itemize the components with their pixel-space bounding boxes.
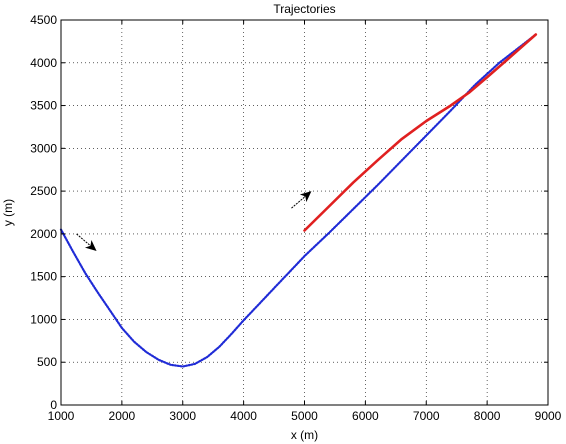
y-tick-label: 4000: [30, 56, 57, 70]
x-tick-label: 8000: [474, 409, 501, 423]
trajectory-arrow-shaft: [76, 233, 91, 247]
chart-title: Trajectories: [273, 2, 335, 16]
x-tick-label: 1000: [48, 409, 75, 423]
x-tick-label: 7000: [413, 409, 440, 423]
series-line-red: [303, 33, 538, 232]
series-line-blue: [59, 33, 537, 368]
trajectory-arrow-head: [299, 191, 312, 203]
y-tick-label: 0: [50, 398, 57, 412]
y-tick-label: 4500: [30, 13, 57, 27]
x-tick-label: 5000: [291, 409, 318, 423]
x-axis-label: x (m): [291, 428, 318, 442]
y-tick-label: 500: [37, 355, 57, 369]
y-tick-label: 3500: [30, 99, 57, 113]
trajectory-arrow-head: [84, 240, 97, 251]
y-tick-label: 2500: [30, 184, 57, 198]
tick-layer: 1000 2000 3000 4000 5000 6000 7000 8000 9000 0 500…: [30, 13, 561, 423]
y-tick-label: 2000: [30, 227, 57, 241]
x-tick-label: 3000: [169, 409, 196, 423]
y-tick-label: 1500: [30, 270, 57, 284]
arrow-layer: [76, 191, 312, 251]
y-tick-label: 1000: [30, 312, 57, 326]
y-axis-label: y (m): [1, 199, 15, 226]
x-tick-label: 6000: [352, 409, 379, 423]
x-tick-label: 2000: [109, 409, 136, 423]
x-tick-label: 9000: [535, 409, 562, 423]
trajectory-arrow-shaft: [291, 195, 306, 209]
grid-layer: [61, 20, 548, 405]
x-tick-label: 4000: [230, 409, 257, 423]
data-layer: [59, 33, 538, 368]
y-tick-label: 3000: [30, 141, 57, 155]
